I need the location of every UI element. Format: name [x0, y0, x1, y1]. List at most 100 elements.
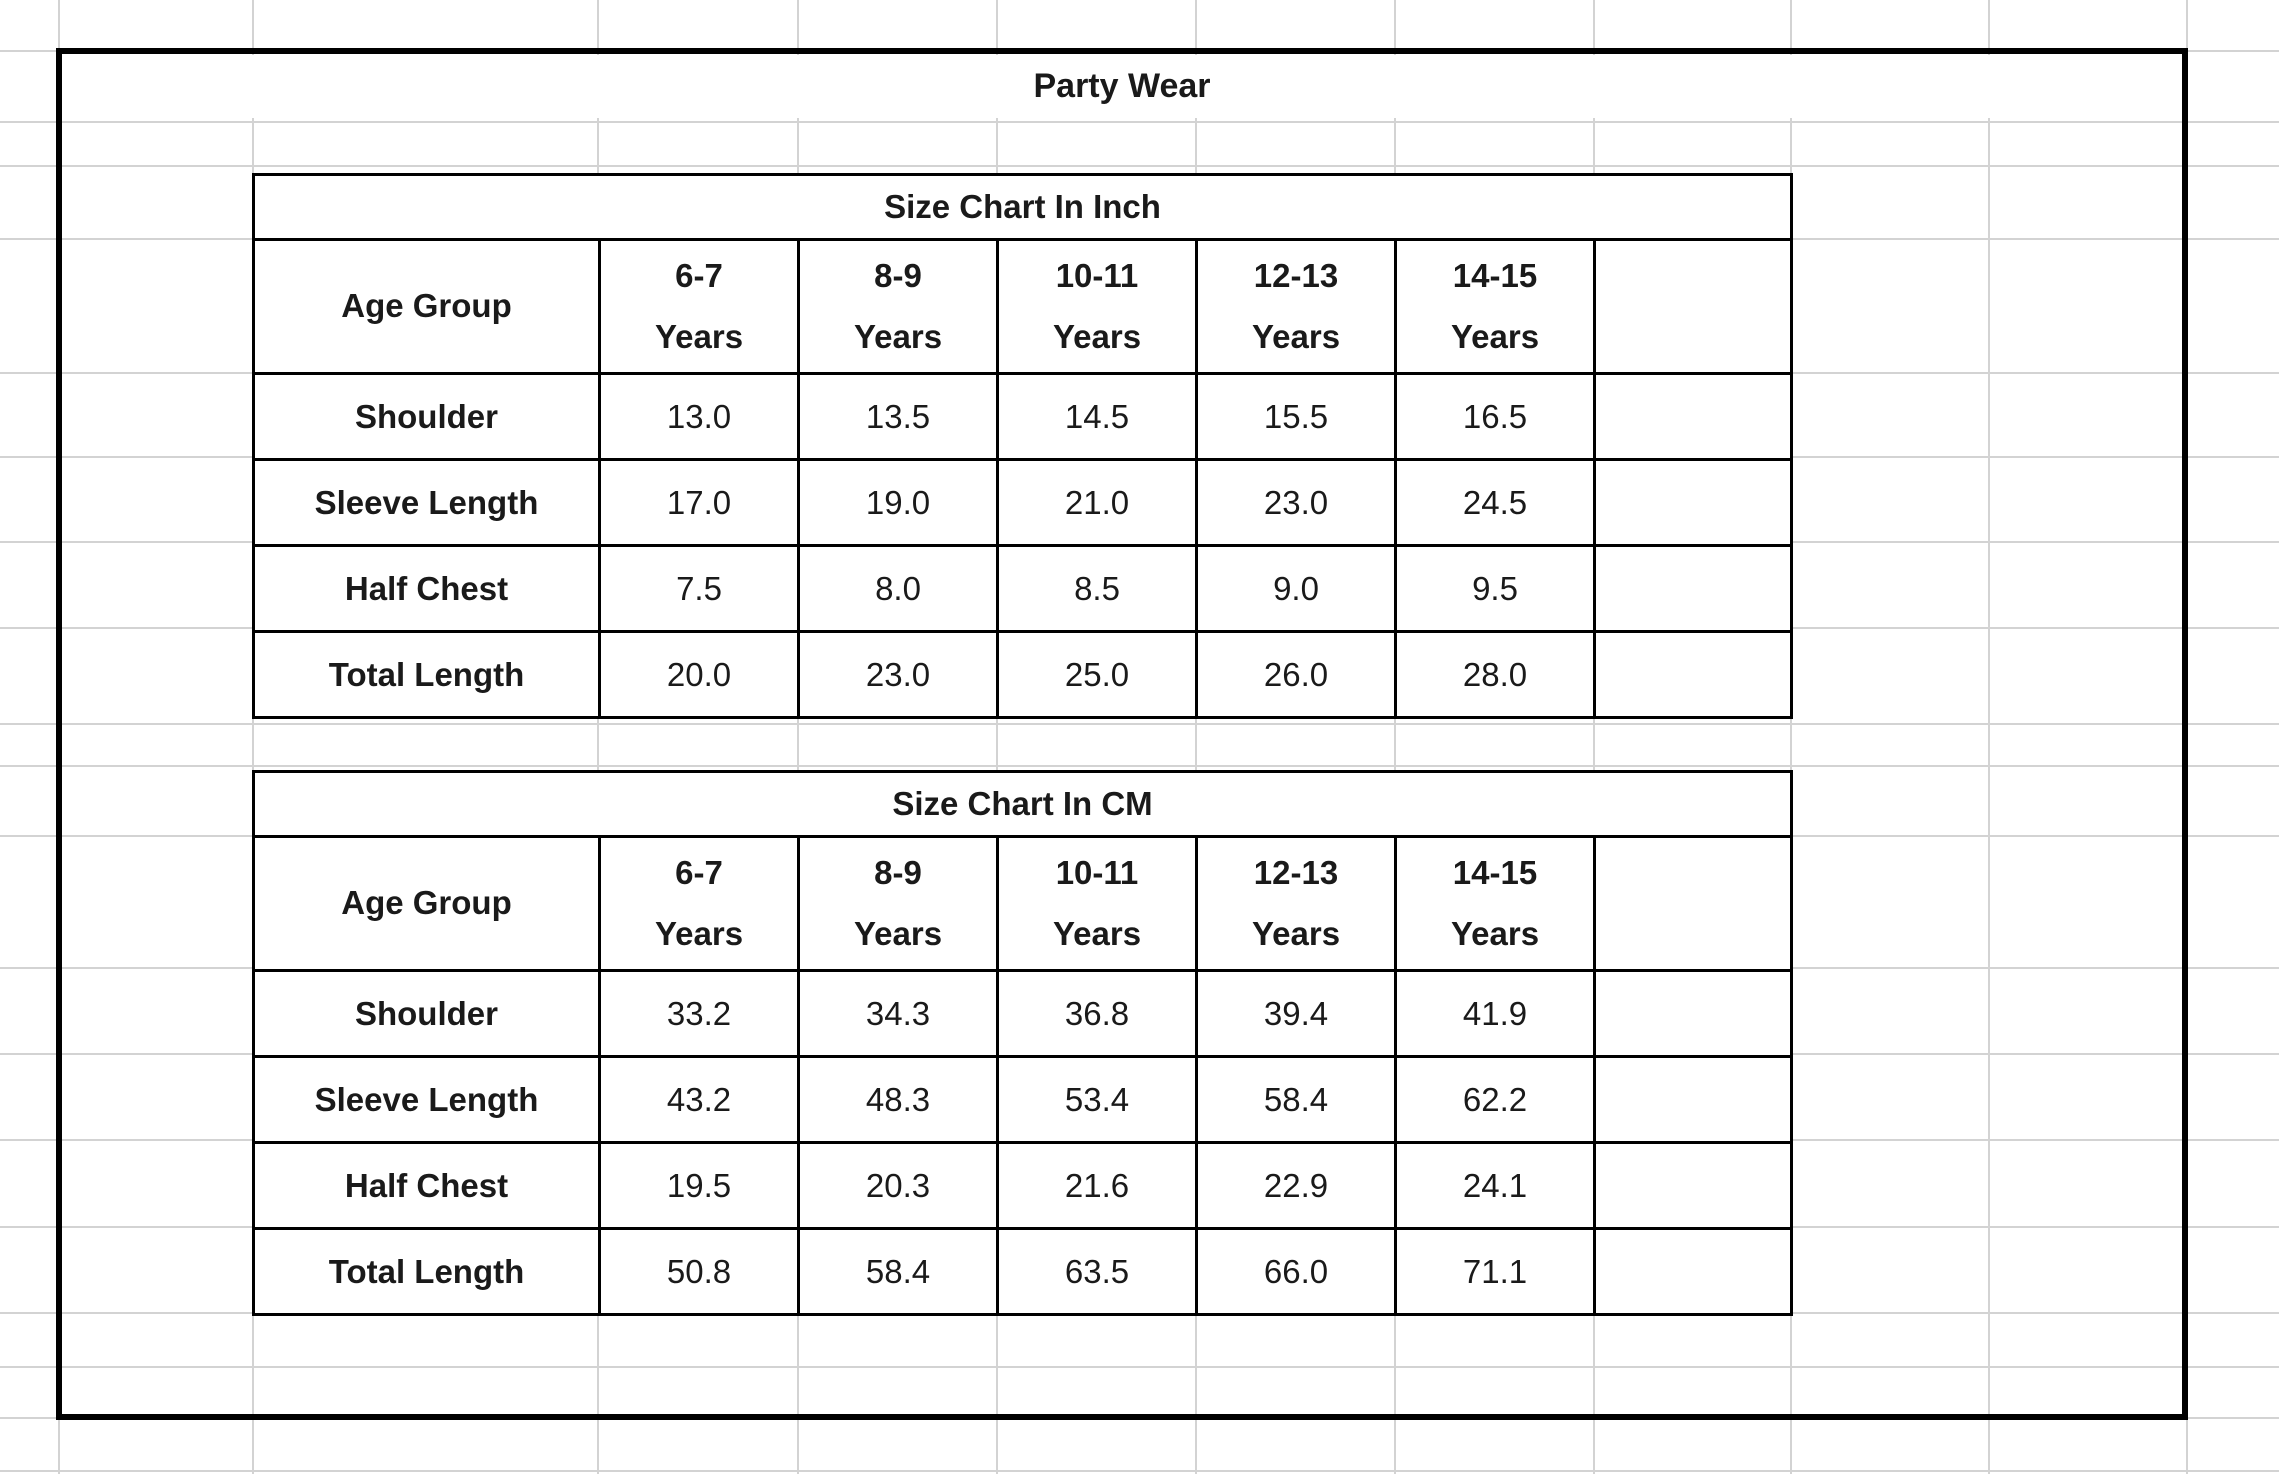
size-chart-inch-table: Size Chart In Inch Age Group 6-7 Years 8… [252, 173, 1793, 719]
value-cell[interactable]: 24.5 [1394, 458, 1596, 547]
empty-cell[interactable] [1593, 1141, 1793, 1230]
gridline-vertical [996, 0, 998, 1474]
row-label-cell[interactable]: Half Chest [252, 1141, 601, 1230]
value-cell[interactable]: 8.5 [996, 544, 1198, 633]
col-header-cell[interactable]: 12-13 Years [1195, 835, 1397, 972]
value-cell[interactable]: 19.5 [598, 1141, 800, 1230]
row-label-cell[interactable]: Shoulder [252, 969, 601, 1058]
value-cell[interactable]: 39.4 [1195, 969, 1397, 1058]
empty-cell[interactable] [1593, 969, 1793, 1058]
value-cell[interactable]: 23.0 [797, 630, 999, 719]
gridline-vertical [252, 0, 254, 1474]
empty-cell[interactable] [1593, 238, 1793, 375]
col-header-cell[interactable]: 8-9 Years [797, 238, 999, 375]
value-cell[interactable]: 25.0 [996, 630, 1198, 719]
value-cell[interactable]: 23.0 [1195, 458, 1397, 547]
value-cell[interactable]: 28.0 [1394, 630, 1596, 719]
value-cell[interactable]: 21.6 [996, 1141, 1198, 1230]
gridline-horizontal [0, 50, 2279, 52]
value-cell[interactable]: 20.3 [797, 1141, 999, 1230]
gridline-vertical [597, 0, 599, 1474]
age-unit: Years [1052, 914, 1142, 952]
value-cell[interactable]: 17.0 [598, 458, 800, 547]
age-range: 10-11 [1055, 257, 1139, 295]
value-cell[interactable]: 62.2 [1394, 1055, 1596, 1144]
value-cell[interactable]: 50.8 [598, 1227, 800, 1316]
table-row: Shoulder 13.0 13.5 14.5 15.5 16.5 [252, 372, 1793, 461]
gridline-horizontal [0, 1366, 2279, 1368]
age-range: 8-9 [874, 257, 922, 295]
row-label-cell[interactable]: Sleeve Length [252, 1055, 601, 1144]
gridline-vertical [1988, 0, 1990, 1474]
col-header-cell[interactable]: 8-9 Years [797, 835, 999, 972]
table-row: Half Chest 7.5 8.0 8.5 9.0 9.5 [252, 544, 1793, 633]
row-label-cell[interactable]: Sleeve Length [252, 458, 601, 547]
table-header-row: Age Group 6-7 Years 8-9 Years 10-11 Year… [252, 238, 1793, 375]
value-cell[interactable]: 66.0 [1195, 1227, 1397, 1316]
value-cell[interactable]: 53.4 [996, 1055, 1198, 1144]
row-label-cell[interactable]: Total Length [252, 1227, 601, 1316]
value-cell[interactable]: 13.0 [598, 372, 800, 461]
table-row: Total Length 50.8 58.4 63.5 66.0 71.1 [252, 1227, 1793, 1316]
gridline-horizontal [0, 723, 2279, 725]
gridline-horizontal [0, 1417, 2279, 1419]
value-cell[interactable]: 21.0 [996, 458, 1198, 547]
value-cell[interactable]: 33.2 [598, 969, 800, 1058]
value-cell[interactable]: 19.0 [797, 458, 999, 547]
empty-cell[interactable] [1593, 630, 1793, 719]
col-header-cell[interactable]: 6-7 Years [598, 238, 800, 375]
col-header-cell[interactable]: 10-11 Years [996, 835, 1198, 972]
value-cell[interactable]: 15.5 [1195, 372, 1397, 461]
value-cell[interactable]: 41.9 [1394, 969, 1596, 1058]
value-cell[interactable]: 58.4 [797, 1227, 999, 1316]
sheet-title-cell[interactable]: Party Wear [62, 55, 2182, 118]
age-unit: Years [1251, 914, 1341, 952]
value-cell[interactable]: 36.8 [996, 969, 1198, 1058]
age-range: 8-9 [874, 854, 922, 892]
col-header-cell[interactable]: 10-11 Years [996, 238, 1198, 375]
value-cell[interactable]: 26.0 [1195, 630, 1397, 719]
empty-cell[interactable] [1593, 1227, 1793, 1316]
value-cell[interactable]: 14.5 [996, 372, 1198, 461]
value-cell[interactable]: 34.3 [797, 969, 999, 1058]
value-cell[interactable]: 7.5 [598, 544, 800, 633]
gridline-vertical [1790, 0, 1792, 1474]
table-row: Sleeve Length 43.2 48.3 53.4 58.4 62.2 [252, 1055, 1793, 1144]
empty-cell[interactable] [1593, 458, 1793, 547]
empty-cell[interactable] [1593, 544, 1793, 633]
gridline-vertical [2186, 0, 2188, 1474]
value-cell[interactable]: 48.3 [797, 1055, 999, 1144]
value-cell[interactable]: 9.5 [1394, 544, 1596, 633]
age-range: 14-15 [1452, 854, 1538, 892]
row-label-cell[interactable]: Total Length [252, 630, 601, 719]
age-range: 10-11 [1055, 854, 1139, 892]
empty-cell[interactable] [1593, 1055, 1793, 1144]
row-label-cell[interactable]: Half Chest [252, 544, 601, 633]
value-cell[interactable]: 24.1 [1394, 1141, 1596, 1230]
col-header-cell[interactable]: 6-7 Years [598, 835, 800, 972]
value-cell[interactable]: 71.1 [1394, 1227, 1596, 1316]
value-cell[interactable]: 43.2 [598, 1055, 800, 1144]
row-label-cell[interactable]: Shoulder [252, 372, 601, 461]
col-header-cell[interactable]: 14-15 Years [1394, 238, 1596, 375]
age-group-header-cell[interactable]: Age Group [252, 238, 601, 375]
col-header-cell[interactable]: 14-15 Years [1394, 835, 1596, 972]
table-title-cell[interactable]: Size Chart In CM [252, 770, 1793, 838]
col-header-cell[interactable]: 12-13 Years [1195, 238, 1397, 375]
table-title-cell[interactable]: Size Chart In Inch [252, 173, 1793, 241]
value-cell[interactable]: 8.0 [797, 544, 999, 633]
value-cell[interactable]: 63.5 [996, 1227, 1198, 1316]
value-cell[interactable]: 9.0 [1195, 544, 1397, 633]
empty-cell[interactable] [1593, 372, 1793, 461]
value-cell[interactable]: 13.5 [797, 372, 999, 461]
gridline-horizontal [0, 165, 2279, 167]
value-cell[interactable]: 58.4 [1195, 1055, 1397, 1144]
age-range: 6-7 [675, 257, 723, 295]
value-cell[interactable]: 20.0 [598, 630, 800, 719]
value-cell[interactable]: 22.9 [1195, 1141, 1397, 1230]
age-group-header-cell[interactable]: Age Group [252, 835, 601, 972]
gridline-horizontal [0, 765, 2279, 767]
empty-cell[interactable] [1593, 835, 1793, 972]
value-cell[interactable]: 16.5 [1394, 372, 1596, 461]
